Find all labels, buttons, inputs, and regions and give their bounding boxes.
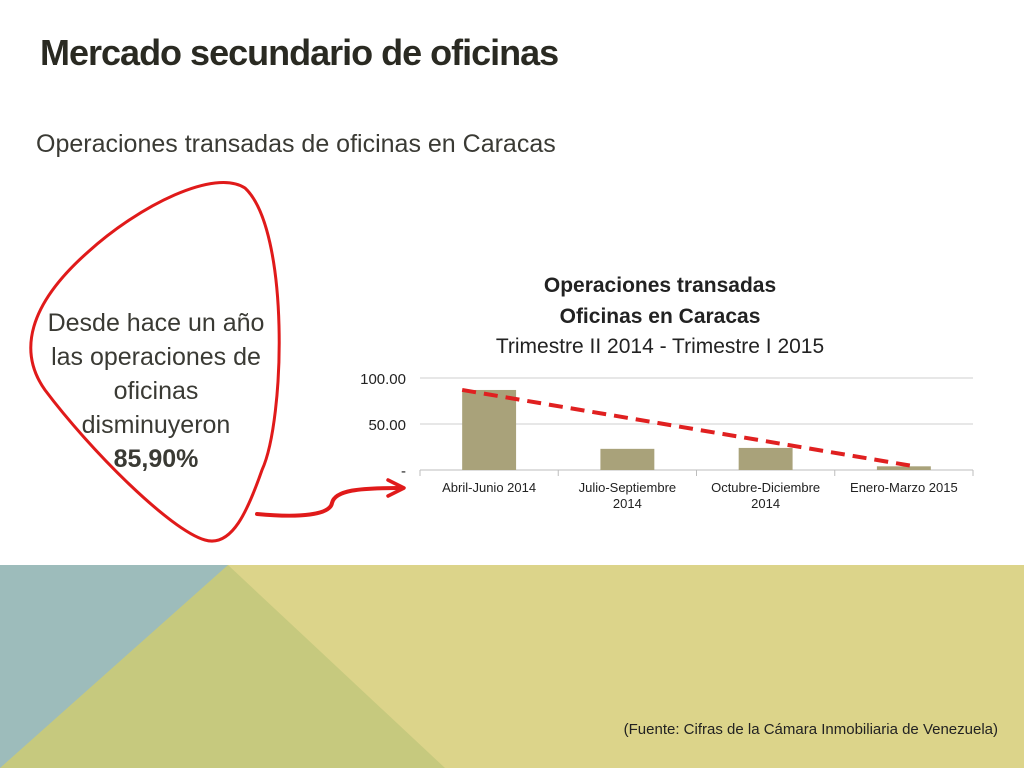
bar — [876, 466, 931, 470]
callout-text: Desde hace un año las operaciones de ofi… — [30, 306, 282, 476]
annotation-layer — [29, 181, 406, 543]
slide-subtitle: Operaciones transadas de oficinas en Car… — [36, 130, 556, 158]
band-teal — [0, 565, 228, 768]
x-tick-label: Octubre-Diciembre — [711, 480, 820, 495]
chart-subtitle: Trimestre II 2014 - Trimestre I 2015 — [496, 335, 824, 358]
bar-chart: Operaciones transadas Oficinas en Caraca… — [360, 274, 974, 511]
x-tick-label: Abril-Junio 2014 — [442, 480, 536, 495]
x-tick-label: Enero-Marzo 2015 — [850, 480, 958, 495]
callout-line-2: las operaciones de — [51, 343, 261, 371]
y-tick-label: 100.00 — [360, 371, 406, 388]
callout-line-3: oficinas — [113, 377, 199, 405]
callout-highlight-percent: 85,90% — [113, 445, 199, 473]
chart-title-line-1: Operaciones transadas — [544, 274, 776, 297]
x-tick-label: 2014 — [613, 496, 642, 511]
x-tick-label: 2014 — [751, 496, 780, 511]
y-tick-label: - — [401, 463, 406, 480]
bar — [738, 447, 793, 470]
y-tick-label: 50.00 — [368, 417, 406, 434]
x-tick-label: Julio-Septiembre — [579, 480, 677, 495]
annotation-arrow — [255, 486, 400, 518]
callout-line-4: disminuyeron — [81, 411, 231, 439]
annotation-circle — [29, 181, 281, 543]
plot-area: - 50.00 100.00 Abril-Junio 2014 Julio-Septie… — [360, 371, 974, 511]
bar — [600, 448, 655, 470]
callout-line-1: Desde hace un año — [47, 309, 265, 337]
decorative-band — [0, 565, 1024, 768]
slide-title: Mercado secundario de oficinas — [40, 32, 559, 73]
trend-line — [461, 387, 915, 469]
source-note: (Fuente: Cifras de la Cámara Inmobiliari… — [623, 721, 998, 738]
chart-title-line-2: Oficinas en Caracas — [560, 305, 761, 328]
bar — [462, 389, 517, 470]
annotation-arrow-head — [386, 478, 406, 498]
